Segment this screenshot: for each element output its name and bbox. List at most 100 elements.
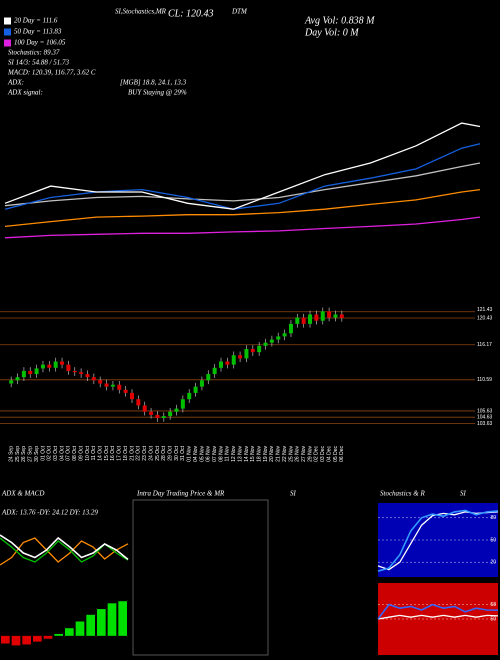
candle-body bbox=[21, 370, 26, 378]
x-tick-label: 18 Oct bbox=[123, 445, 129, 460]
x-tick-label: 15 Nov bbox=[250, 446, 256, 462]
candle-body bbox=[129, 392, 134, 400]
candle-body bbox=[212, 367, 217, 375]
candle-body bbox=[53, 361, 58, 368]
series-line bbox=[377, 603, 499, 620]
series-line bbox=[4, 143, 481, 210]
x-tick-label: 25 Sep bbox=[15, 446, 21, 462]
series-line bbox=[377, 509, 499, 572]
y-tick-label: 50 bbox=[490, 616, 496, 622]
candle-body bbox=[187, 392, 192, 400]
legend-label: 50 Day = 113.83 bbox=[14, 28, 62, 36]
bar bbox=[33, 635, 42, 642]
x-tick-label: 30 Oct bbox=[174, 445, 180, 460]
series-line bbox=[4, 162, 481, 207]
x-tick-label: 08 Oct bbox=[72, 445, 78, 460]
series-line bbox=[0, 534, 129, 561]
candle-body bbox=[199, 380, 204, 387]
candle-body bbox=[79, 372, 84, 375]
bar bbox=[54, 633, 63, 636]
series-line bbox=[4, 188, 481, 228]
legend-swatch bbox=[4, 28, 11, 36]
candle-body bbox=[238, 355, 243, 359]
candle-body bbox=[85, 374, 90, 378]
panel-title: Intra Day Trading Price & MR bbox=[136, 490, 225, 498]
bar bbox=[97, 609, 106, 636]
y-tick-label: 80 bbox=[490, 515, 496, 521]
header-text: SI,Stochastics,MR bbox=[115, 8, 167, 16]
series-line bbox=[0, 537, 129, 566]
x-tick-label: 26 Sep bbox=[21, 446, 27, 462]
x-tick-label: 14 Oct bbox=[98, 445, 104, 460]
level-label: 105.63 bbox=[477, 408, 493, 414]
x-tick-label: 01 Nov bbox=[187, 446, 193, 462]
x-tick-label: 22 Nov bbox=[282, 446, 288, 462]
candle-body bbox=[9, 380, 14, 384]
candle-body bbox=[295, 317, 300, 324]
candle-body bbox=[257, 345, 262, 353]
x-tick-label: 26 Nov bbox=[295, 446, 301, 462]
bar bbox=[86, 614, 95, 636]
series-line bbox=[4, 216, 481, 239]
x-tick-label: 02 Oct bbox=[47, 445, 53, 460]
stat-text: SI 14/3: 54.88 / 51.73 bbox=[8, 59, 70, 67]
candle-body bbox=[168, 411, 173, 417]
x-tick-label: 09 Oct bbox=[78, 445, 84, 460]
x-tick-label: 28 Oct bbox=[161, 445, 167, 460]
legend-swatch bbox=[4, 39, 11, 47]
candle-body bbox=[98, 380, 103, 384]
x-tick-label: 25 Nov bbox=[288, 446, 294, 462]
x-tick-label: 13 Nov bbox=[237, 446, 243, 462]
x-tick-label: 27 Nov bbox=[301, 446, 307, 462]
x-tick-label: 05 Dec bbox=[333, 446, 339, 462]
legend-swatch bbox=[4, 17, 11, 25]
x-tick-label: 23 Oct bbox=[142, 445, 148, 460]
x-tick-label: 02 Dec bbox=[314, 446, 320, 462]
x-tick-label: 21 Nov bbox=[276, 446, 282, 462]
x-tick-label: 31 Oct bbox=[180, 445, 186, 460]
x-tick-label: 30 Sep bbox=[34, 446, 40, 462]
candle-body bbox=[15, 377, 20, 381]
candle-body bbox=[28, 370, 33, 375]
level-label: 121.43 bbox=[477, 307, 493, 313]
x-tick-label: 21 Oct bbox=[129, 445, 135, 460]
x-tick-label: 29 Nov bbox=[307, 446, 313, 462]
panel-title: SI bbox=[460, 490, 467, 498]
x-tick-label: 11 Nov bbox=[225, 446, 231, 462]
candle-body bbox=[308, 314, 313, 324]
level-label: 104.63 bbox=[477, 415, 493, 421]
x-tick-label: 04 Dec bbox=[326, 446, 332, 462]
candle-body bbox=[91, 377, 96, 381]
adx-signal-value: BUY Staying @ 29% bbox=[128, 89, 187, 97]
close-price: CL: 120.43 bbox=[168, 8, 214, 19]
x-tick-label: 03 Dec bbox=[320, 446, 326, 462]
candle-body bbox=[320, 311, 325, 321]
x-tick-label: 11 Oct bbox=[91, 445, 97, 460]
candle-body bbox=[244, 348, 249, 359]
x-tick-label: 07 Nov bbox=[212, 446, 218, 462]
y-tick-label: 20 bbox=[490, 560, 496, 566]
bar bbox=[65, 628, 74, 636]
x-tick-label: 25 Oct bbox=[155, 445, 161, 460]
avg-volume: Avg Vol: 0.838 M bbox=[304, 15, 375, 26]
panel-subtitle: SI bbox=[290, 490, 297, 498]
level-label: 103.63 bbox=[477, 421, 493, 427]
bar bbox=[11, 635, 21, 646]
level-label: 116.17 bbox=[477, 342, 492, 348]
x-tick-label: 06 Nov bbox=[206, 446, 212, 462]
x-tick-label: 04 Oct bbox=[59, 445, 65, 460]
candle-body bbox=[110, 384, 115, 387]
candle-body bbox=[142, 405, 147, 412]
candle-body bbox=[269, 339, 274, 343]
x-tick-label: 20 Nov bbox=[269, 446, 275, 462]
candle-body bbox=[72, 370, 77, 373]
candle-body bbox=[66, 364, 71, 371]
bar bbox=[1, 635, 10, 644]
candle-body bbox=[117, 384, 122, 390]
candle-body bbox=[193, 386, 198, 393]
candle-body bbox=[333, 314, 338, 318]
candle-body bbox=[250, 348, 255, 353]
x-tick-label: 07 Oct bbox=[66, 445, 72, 460]
x-tick-label: 17 Oct bbox=[117, 445, 123, 460]
